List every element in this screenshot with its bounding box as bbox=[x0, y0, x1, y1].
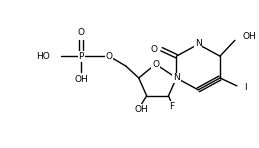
Text: F: F bbox=[169, 102, 174, 111]
Text: OH: OH bbox=[74, 75, 88, 85]
Text: HO: HO bbox=[36, 52, 49, 61]
Text: N: N bbox=[195, 39, 202, 48]
Text: O: O bbox=[78, 28, 85, 37]
Text: OH: OH bbox=[135, 105, 149, 114]
Text: O: O bbox=[150, 45, 157, 54]
Text: N: N bbox=[173, 73, 180, 82]
Text: OH: OH bbox=[243, 32, 257, 41]
Text: O: O bbox=[105, 52, 112, 61]
Text: O: O bbox=[152, 60, 159, 69]
Text: I: I bbox=[244, 83, 246, 92]
Text: P: P bbox=[78, 52, 84, 61]
